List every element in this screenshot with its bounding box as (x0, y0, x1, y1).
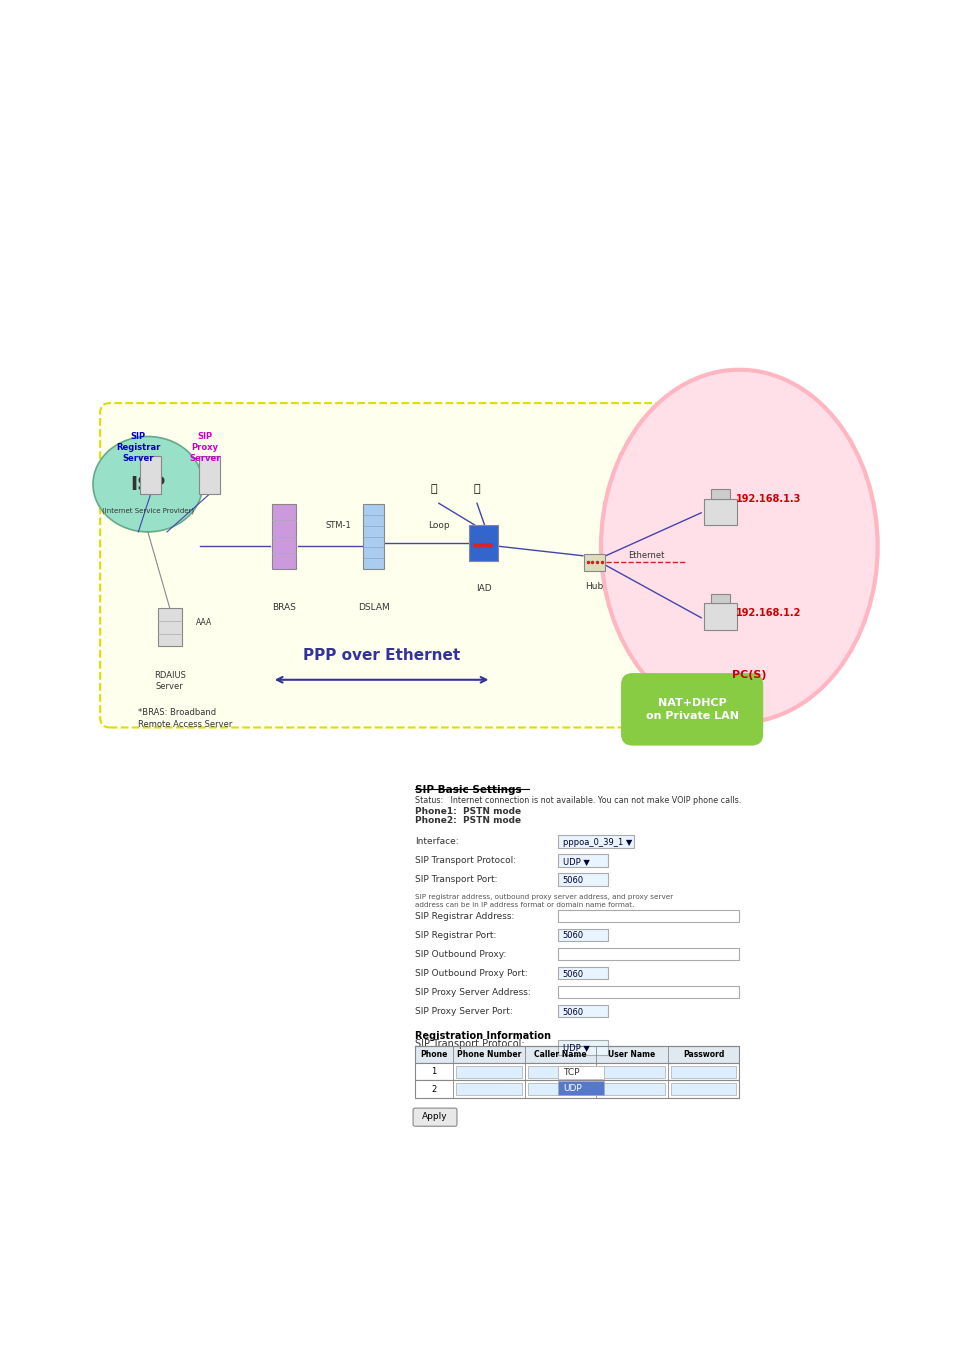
Text: BRAS: BRAS (272, 603, 296, 613)
Text: Phone1:  PSTN mode: Phone1: PSTN mode (415, 807, 520, 815)
Text: User Name: User Name (608, 1050, 655, 1060)
FancyBboxPatch shape (157, 609, 181, 647)
Text: Hub: Hub (584, 582, 603, 591)
Ellipse shape (92, 436, 202, 532)
Text: NAT+DHCP
on Private LAN: NAT+DHCP on Private LAN (645, 698, 738, 721)
Text: SIP Transport Protocol:: SIP Transport Protocol: (415, 1040, 524, 1049)
Text: 📞: 📞 (431, 483, 436, 494)
Text: 5060: 5060 (562, 931, 583, 941)
FancyBboxPatch shape (702, 603, 737, 630)
Text: Phone2:  PSTN mode: Phone2: PSTN mode (415, 817, 520, 825)
Text: Password: Password (682, 1050, 723, 1060)
FancyBboxPatch shape (558, 986, 739, 999)
FancyBboxPatch shape (527, 1066, 593, 1077)
Text: DSLAM: DSLAM (357, 603, 390, 613)
FancyBboxPatch shape (527, 1083, 593, 1095)
Text: 5060: 5060 (562, 876, 583, 886)
Text: 192.168.1.2: 192.168.1.2 (735, 608, 801, 618)
Text: SIP Registrar Address:: SIP Registrar Address: (415, 911, 514, 921)
Text: SIP Proxy Server Address:: SIP Proxy Server Address: (415, 988, 530, 996)
Text: RDAIUS
Server: RDAIUS Server (153, 671, 186, 691)
FancyBboxPatch shape (670, 1083, 736, 1095)
FancyBboxPatch shape (558, 855, 607, 867)
FancyBboxPatch shape (558, 1041, 607, 1054)
Text: SIP Transport Port:: SIP Transport Port: (415, 875, 497, 884)
Text: TCP: TCP (562, 1068, 578, 1077)
Text: SIP registrar address, outbound proxy server address, and proxy server
address c: SIP registrar address, outbound proxy se… (415, 895, 673, 909)
FancyBboxPatch shape (620, 674, 762, 745)
Text: Apply: Apply (422, 1112, 447, 1122)
Text: 5060: 5060 (562, 969, 583, 979)
FancyBboxPatch shape (199, 455, 220, 494)
FancyBboxPatch shape (456, 1083, 521, 1095)
Text: Loop: Loop (428, 521, 449, 531)
Text: 2: 2 (431, 1084, 436, 1094)
FancyBboxPatch shape (415, 1080, 739, 1098)
FancyBboxPatch shape (558, 948, 739, 960)
Text: SIP Outbound Proxy:: SIP Outbound Proxy: (415, 950, 506, 958)
Text: ISP: ISP (131, 475, 165, 494)
FancyBboxPatch shape (100, 404, 691, 728)
FancyBboxPatch shape (558, 910, 739, 922)
Text: PC(S): PC(S) (731, 670, 765, 680)
Ellipse shape (600, 370, 877, 722)
FancyBboxPatch shape (710, 489, 729, 498)
Text: UDP: UDP (562, 1084, 581, 1092)
Text: Status:   Internet connection is not available. You can not make VOIP phone call: Status: Internet connection is not avail… (415, 796, 740, 805)
FancyBboxPatch shape (558, 929, 607, 941)
FancyBboxPatch shape (469, 525, 497, 562)
FancyBboxPatch shape (415, 1046, 739, 1064)
Text: 📞: 📞 (474, 483, 479, 494)
Text: Caller Name: Caller Name (534, 1050, 586, 1060)
FancyBboxPatch shape (558, 1006, 607, 1018)
Text: UDP ▼: UDP ▼ (562, 1042, 589, 1052)
Text: Ethernet: Ethernet (627, 551, 663, 560)
Text: SIP Registrar Port:: SIP Registrar Port: (415, 930, 496, 940)
Text: SIP Outbound Proxy Port:: SIP Outbound Proxy Port: (415, 969, 527, 977)
Text: 192.168.1.3: 192.168.1.3 (735, 494, 801, 504)
FancyBboxPatch shape (363, 505, 384, 570)
FancyBboxPatch shape (670, 1066, 736, 1077)
FancyBboxPatch shape (702, 498, 737, 525)
FancyBboxPatch shape (413, 1108, 456, 1126)
Text: 1: 1 (431, 1068, 436, 1076)
Text: *BRAS: Broadband
Remote Access Server: *BRAS: Broadband Remote Access Server (138, 709, 233, 729)
Text: SIP Transport Protocol:: SIP Transport Protocol: (415, 856, 516, 865)
FancyBboxPatch shape (558, 873, 607, 886)
Text: UDP ▼: UDP ▼ (562, 857, 589, 865)
Text: 5060: 5060 (562, 1007, 583, 1017)
FancyBboxPatch shape (558, 967, 607, 979)
FancyBboxPatch shape (558, 1066, 603, 1080)
FancyBboxPatch shape (273, 505, 295, 570)
Text: pppoa_0_39_1 ▼: pppoa_0_39_1 ▼ (562, 838, 632, 846)
Text: SIP Proxy Server Port:: SIP Proxy Server Port: (415, 1007, 512, 1017)
Text: PPP over Ethernet: PPP over Ethernet (303, 648, 459, 663)
FancyBboxPatch shape (456, 1066, 521, 1077)
FancyBboxPatch shape (710, 594, 729, 603)
FancyBboxPatch shape (598, 1066, 664, 1077)
Text: Phone Number: Phone Number (456, 1050, 520, 1060)
Text: SIP
Registrar
Server: SIP Registrar Server (116, 432, 160, 463)
Text: (Internet Service Provider): (Internet Service Provider) (102, 508, 193, 514)
Text: Interface:: Interface: (415, 837, 458, 846)
Text: AAA: AAA (195, 618, 212, 626)
FancyBboxPatch shape (558, 836, 634, 848)
FancyBboxPatch shape (598, 1083, 664, 1095)
FancyBboxPatch shape (558, 1081, 603, 1095)
Text: Phone: Phone (420, 1050, 447, 1060)
FancyBboxPatch shape (583, 554, 604, 571)
Text: IAD: IAD (476, 585, 491, 594)
FancyBboxPatch shape (415, 1064, 739, 1080)
Text: STM-1: STM-1 (326, 521, 351, 531)
Text: Registration Information: Registration Information (415, 1031, 551, 1041)
Text: SIP Basic Settings: SIP Basic Settings (415, 784, 521, 795)
Text: SIP
Proxy
Server: SIP Proxy Server (189, 432, 221, 463)
FancyBboxPatch shape (140, 455, 161, 494)
